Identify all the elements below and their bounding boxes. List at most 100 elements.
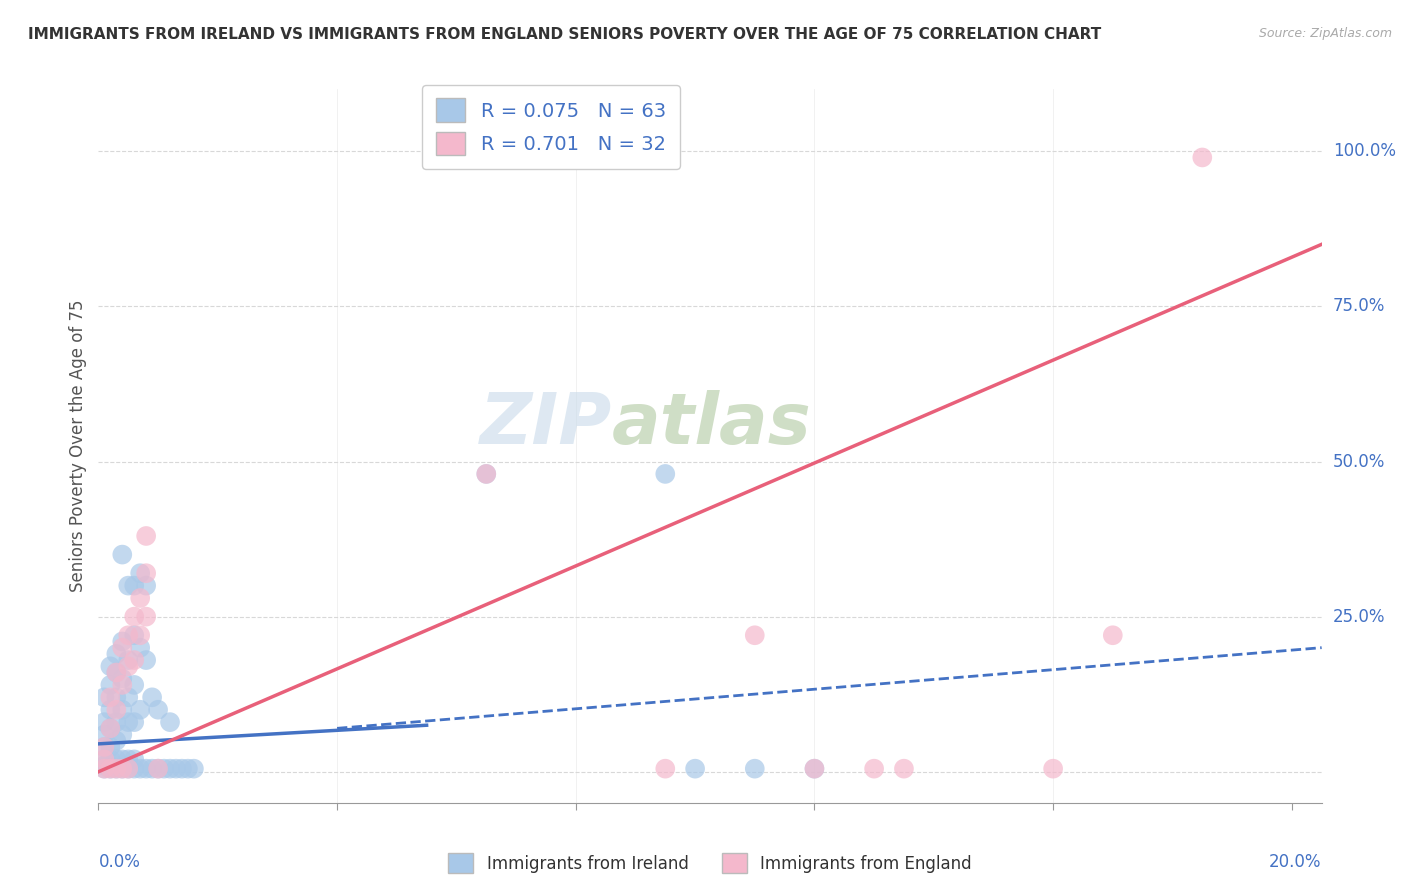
Point	[111, 548, 134, 562]
Point	[111, 640, 134, 655]
Point	[93, 758, 115, 772]
Point	[177, 762, 200, 776]
Point	[475, 467, 498, 481]
Point	[122, 579, 145, 593]
Point	[98, 762, 121, 776]
Point	[165, 762, 187, 776]
Point	[135, 653, 157, 667]
Point	[893, 762, 915, 776]
Y-axis label: Seniors Poverty Over the Age of 75: Seniors Poverty Over the Age of 75	[69, 300, 87, 592]
Point	[117, 762, 139, 776]
Point	[93, 727, 115, 741]
Point	[93, 739, 115, 754]
Point	[129, 566, 152, 581]
Point	[129, 640, 152, 655]
Point	[803, 762, 825, 776]
Point	[105, 690, 128, 705]
Point	[98, 762, 121, 776]
Point	[122, 752, 145, 766]
Point	[135, 566, 157, 581]
Point	[117, 752, 139, 766]
Point	[93, 739, 115, 754]
Point	[146, 762, 169, 776]
Point	[141, 762, 163, 776]
Point	[159, 762, 181, 776]
Point	[117, 715, 139, 730]
Point	[105, 665, 128, 680]
Point	[129, 591, 152, 605]
Text: atlas: atlas	[612, 390, 811, 459]
Text: 50.0%: 50.0%	[1333, 452, 1385, 470]
Point	[129, 628, 152, 642]
Point	[93, 715, 115, 730]
Text: 25.0%: 25.0%	[1333, 607, 1385, 625]
Point	[105, 752, 128, 766]
Point	[146, 762, 169, 776]
Point	[122, 609, 145, 624]
Text: Source: ZipAtlas.com: Source: ZipAtlas.com	[1258, 27, 1392, 40]
Point	[122, 762, 145, 776]
Point	[98, 690, 121, 705]
Point	[93, 752, 115, 766]
Point	[105, 703, 128, 717]
Point	[153, 762, 176, 776]
Point	[111, 634, 134, 648]
Point	[111, 678, 134, 692]
Point	[129, 703, 152, 717]
Point	[117, 690, 139, 705]
Point	[111, 762, 134, 776]
Point	[93, 762, 115, 776]
Point	[105, 733, 128, 747]
Point	[1042, 762, 1064, 776]
Point	[654, 467, 676, 481]
Text: 75.0%: 75.0%	[1333, 297, 1385, 316]
Point	[111, 752, 134, 766]
Point	[122, 678, 145, 692]
Point	[1191, 151, 1213, 165]
Point	[129, 762, 152, 776]
Point	[93, 690, 115, 705]
Point	[117, 762, 139, 776]
Text: 20.0%: 20.0%	[1270, 853, 1322, 871]
Point	[654, 762, 676, 776]
Point	[105, 665, 128, 680]
Point	[475, 467, 498, 481]
Point	[1101, 628, 1123, 642]
Point	[744, 628, 766, 642]
Point	[135, 609, 157, 624]
Point	[122, 653, 145, 667]
Point	[105, 647, 128, 661]
Text: 0.0%: 0.0%	[98, 853, 141, 871]
Point	[141, 690, 163, 705]
Point	[170, 762, 193, 776]
Point	[98, 739, 121, 754]
Point	[98, 722, 121, 736]
Point	[122, 715, 145, 730]
Point	[105, 762, 128, 776]
Point	[744, 762, 766, 776]
Point	[111, 672, 134, 686]
Point	[117, 579, 139, 593]
Text: IMMIGRANTS FROM IRELAND VS IMMIGRANTS FROM ENGLAND SENIORS POVERTY OVER THE AGE : IMMIGRANTS FROM IRELAND VS IMMIGRANTS FR…	[28, 27, 1101, 42]
Point	[183, 762, 205, 776]
Point	[135, 579, 157, 593]
Point	[93, 752, 115, 766]
Point	[105, 715, 128, 730]
Point	[105, 762, 128, 776]
Point	[117, 653, 139, 667]
Point	[117, 628, 139, 642]
Point	[111, 727, 134, 741]
Point	[117, 659, 139, 673]
Point	[111, 762, 134, 776]
Point	[146, 703, 169, 717]
Point	[683, 762, 706, 776]
Point	[111, 703, 134, 717]
Point	[98, 678, 121, 692]
Point	[93, 762, 115, 776]
Point	[803, 762, 825, 776]
Point	[98, 722, 121, 736]
Point	[159, 715, 181, 730]
Point	[863, 762, 886, 776]
Point	[98, 659, 121, 673]
Point	[122, 628, 145, 642]
